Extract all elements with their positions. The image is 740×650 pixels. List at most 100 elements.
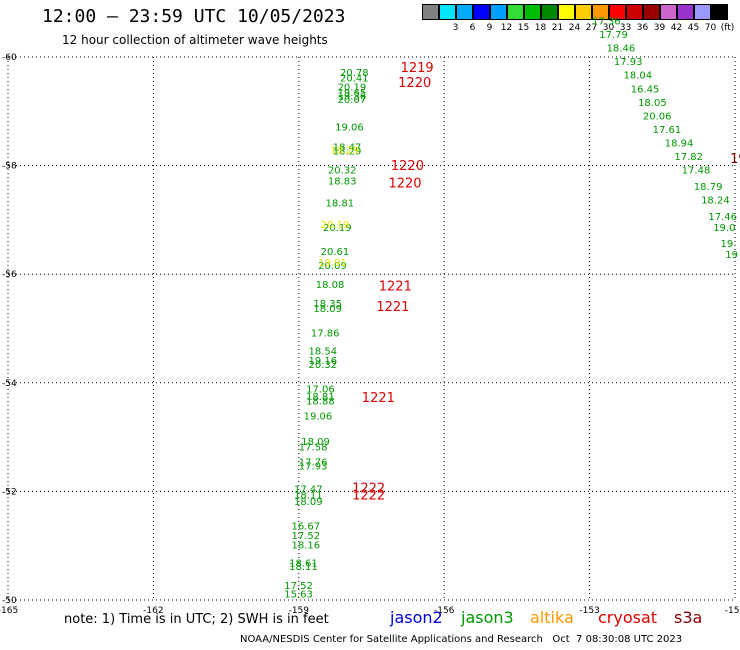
- data-label-jason3: 19: [720, 239, 733, 250]
- data-label-jason3: 18.11: [294, 490, 323, 501]
- data-label-jason3: 17.36: [592, 16, 621, 27]
- footer-note: note: 1) Time is in UTC; 2) SWH is in fe…: [64, 612, 329, 627]
- legend-swatch: [592, 4, 609, 20]
- data-label-jason3: 20.19: [338, 83, 367, 94]
- data-label-jason3: 18.09: [313, 304, 342, 315]
- data-label-jason3: 16.45: [631, 84, 660, 95]
- y-tick-label: -60: [2, 53, 17, 63]
- data-label-jason3: 18.83: [328, 177, 357, 188]
- chart-title: 12:00 — 23:59 UTC 10/05/2023: [42, 6, 346, 27]
- data-label-jason3: 17.52: [284, 581, 313, 592]
- legend-swatch: [609, 4, 626, 20]
- data-label-jason3: 17.86: [311, 329, 340, 340]
- chart-subtitle: 12 hour collection of altimeter wave hei…: [62, 33, 328, 47]
- data-label-jason3: 17.93: [614, 57, 643, 68]
- credit-line: NOAA/NESDIS Center for Satellite Applica…: [240, 634, 683, 645]
- legend-swatch: [660, 4, 677, 20]
- legend-label: 39: [653, 23, 666, 33]
- x-tick-label: -165: [0, 606, 18, 616]
- data-label-jason3: 18.47: [333, 142, 362, 153]
- data-label-jason3: 19.0: [713, 223, 735, 234]
- data-label-jason3: 18.09: [301, 437, 330, 448]
- legend-label: 21: [551, 23, 564, 33]
- data-label-jason3: 18.61: [289, 558, 318, 569]
- legend-swatch: [694, 4, 711, 20]
- data-label-jason3: 20.61: [321, 247, 350, 258]
- legend-swatch: [524, 4, 541, 20]
- data-label-jason3: 20.09: [318, 261, 347, 272]
- legend-label: 15: [517, 23, 530, 33]
- data-label-jason3: 18.04: [624, 71, 653, 82]
- legend-label: 24: [568, 23, 581, 33]
- data-label-jason3: 19.16: [308, 356, 337, 367]
- x-tick-label: -162: [143, 606, 163, 616]
- legend-label: 70: [704, 23, 717, 33]
- legend-label: 42: [670, 23, 683, 33]
- legend-swatch: [575, 4, 592, 20]
- sat-label-jason3: jason3: [461, 608, 514, 627]
- legend-swatch: [558, 4, 575, 20]
- y-tick-label: -50: [2, 596, 17, 606]
- legend-label: 9: [486, 23, 493, 33]
- data-label-jason3: 17.93: [299, 462, 328, 473]
- data-label-altika: 20.19: [321, 220, 350, 231]
- sat-label-jason2: jason2: [390, 608, 443, 627]
- legend-swatch: [541, 4, 558, 20]
- data-label-jason3: 19.36: [338, 91, 367, 102]
- x-tick-label: -150: [725, 606, 740, 616]
- legend-label: 36: [636, 23, 649, 33]
- data-label-jason3: 19.06: [335, 122, 364, 133]
- legend-swatch: [643, 4, 660, 20]
- legend-label: 33: [619, 23, 632, 33]
- data-label-time: 1221: [376, 300, 409, 315]
- data-label-jason3: 18.81: [306, 392, 335, 403]
- data-label-time: 1220: [388, 176, 421, 191]
- data-label-jason3: 18.88: [306, 397, 335, 408]
- legend-label: (ft): [720, 23, 735, 33]
- data-label-jason3: 16.67: [292, 521, 321, 532]
- data-label-jason3: 18.46: [607, 44, 636, 55]
- data-label-jason3: 18.29: [333, 147, 362, 158]
- data-label-s3a: 190: [730, 152, 740, 167]
- x-tick-label: -153: [579, 606, 599, 616]
- data-label-time: 1220: [391, 159, 424, 174]
- data-label-time: 1222: [352, 481, 385, 496]
- data-label-jason3: 18.09: [294, 497, 323, 508]
- legend-label: 3: [452, 23, 459, 33]
- sat-label-altika: altika: [530, 608, 574, 627]
- data-label-jason3: 18.81: [325, 198, 354, 209]
- data-label-jason3: 20.32: [308, 360, 337, 371]
- data-label-jason3: 20.32: [328, 166, 357, 177]
- y-tick-label: -54: [2, 379, 17, 389]
- data-label-jason3: 20.07: [338, 95, 367, 106]
- data-label-time: 1220: [398, 76, 431, 91]
- data-label-jason3: 17.82: [674, 152, 703, 163]
- x-tick-label: -159: [289, 606, 310, 616]
- data-label-jason3: 20.41: [340, 73, 369, 84]
- legend-swatch: [626, 4, 643, 20]
- sat-label-cryosat: cryosat: [598, 608, 658, 627]
- legend-label: 12: [500, 23, 513, 33]
- data-label-jason3: 17.58: [299, 443, 328, 454]
- data-label-jason3: 20.06: [643, 111, 672, 122]
- legend-label: 6: [469, 23, 476, 33]
- data-label-jason3: 18.16: [292, 540, 321, 551]
- data-label-time: 1221: [379, 279, 412, 294]
- y-tick-label: -58: [2, 162, 17, 172]
- data-label-jason3: 18.05: [638, 98, 667, 109]
- data-label-jason3: 18.94: [665, 139, 694, 150]
- data-label-jason3: 17.47: [294, 484, 323, 495]
- legend-swatch: [422, 4, 439, 20]
- data-label-jason3: 18.11: [289, 562, 318, 573]
- legend-swatch: [473, 4, 490, 20]
- data-label-jason3: 18.08: [316, 280, 345, 291]
- legend-label: 18: [534, 23, 547, 33]
- y-tick-label: -52: [2, 487, 17, 497]
- data-label-jason3: 20.78: [340, 68, 369, 79]
- sat-label-s3a: s3a: [674, 608, 703, 627]
- data-label-altika: 19.91: [318, 258, 347, 269]
- data-label-jason3: 19.65: [338, 88, 367, 99]
- legend-swatch: [439, 4, 456, 20]
- data-label-jason3: 20.19: [323, 223, 352, 234]
